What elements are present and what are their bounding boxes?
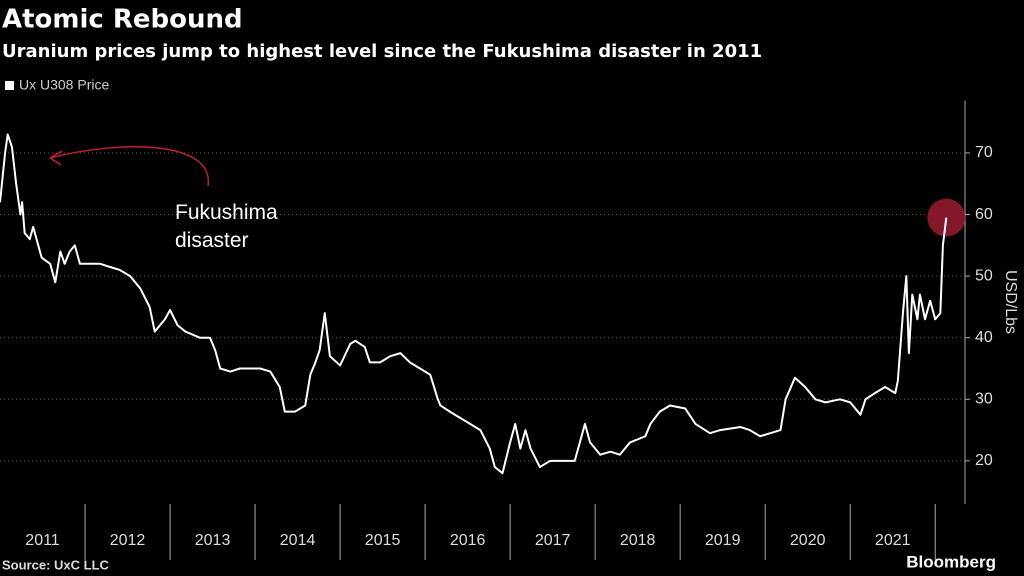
- chart-title: Atomic Rebound: [2, 5, 243, 35]
- highlight: [927, 198, 966, 237]
- x-tick-label: 2017: [535, 532, 571, 549]
- source: Source: UxC LLC: [2, 557, 110, 572]
- chart-subtitle: Uranium prices jump to highest level sin…: [2, 41, 762, 62]
- x-tick-label: 2019: [705, 532, 741, 549]
- x-tick-label: 2013: [195, 532, 231, 549]
- annotation: Fukushima disaster: [175, 201, 278, 252]
- x-tick-label: 2021: [875, 532, 911, 549]
- y-tick-label: 50: [975, 267, 993, 284]
- y-tick-label: 40: [975, 329, 993, 346]
- legend-label: Ux U308 Price: [19, 77, 109, 93]
- annotation-arrowhead: [49, 150, 63, 166]
- x-tick-label: 2018: [620, 532, 656, 549]
- annotation-line: Fukushima: [175, 201, 278, 224]
- y-tick-label: 20: [975, 452, 993, 469]
- y-tick-label: 60: [975, 206, 993, 223]
- x-tick-label: 2016: [450, 532, 486, 549]
- y-tick-label: 70: [975, 144, 993, 161]
- legend-swatch: [5, 81, 14, 90]
- annotation-line: disaster: [175, 229, 249, 252]
- price-line: [0, 133, 948, 475]
- x-tick-label: 2011: [25, 532, 60, 549]
- y-axis-label: USD/Lbs: [1002, 270, 1019, 334]
- x-tick-label: 2014: [280, 532, 316, 549]
- brand: Bloomberg: [906, 552, 996, 571]
- annotation-arrow: [49, 146, 209, 187]
- x-tick-label: 2020: [790, 532, 826, 549]
- y-tick-label: 30: [975, 391, 993, 408]
- x-tick-label: 2015: [365, 532, 401, 549]
- x-tick-label: 2012: [110, 532, 146, 549]
